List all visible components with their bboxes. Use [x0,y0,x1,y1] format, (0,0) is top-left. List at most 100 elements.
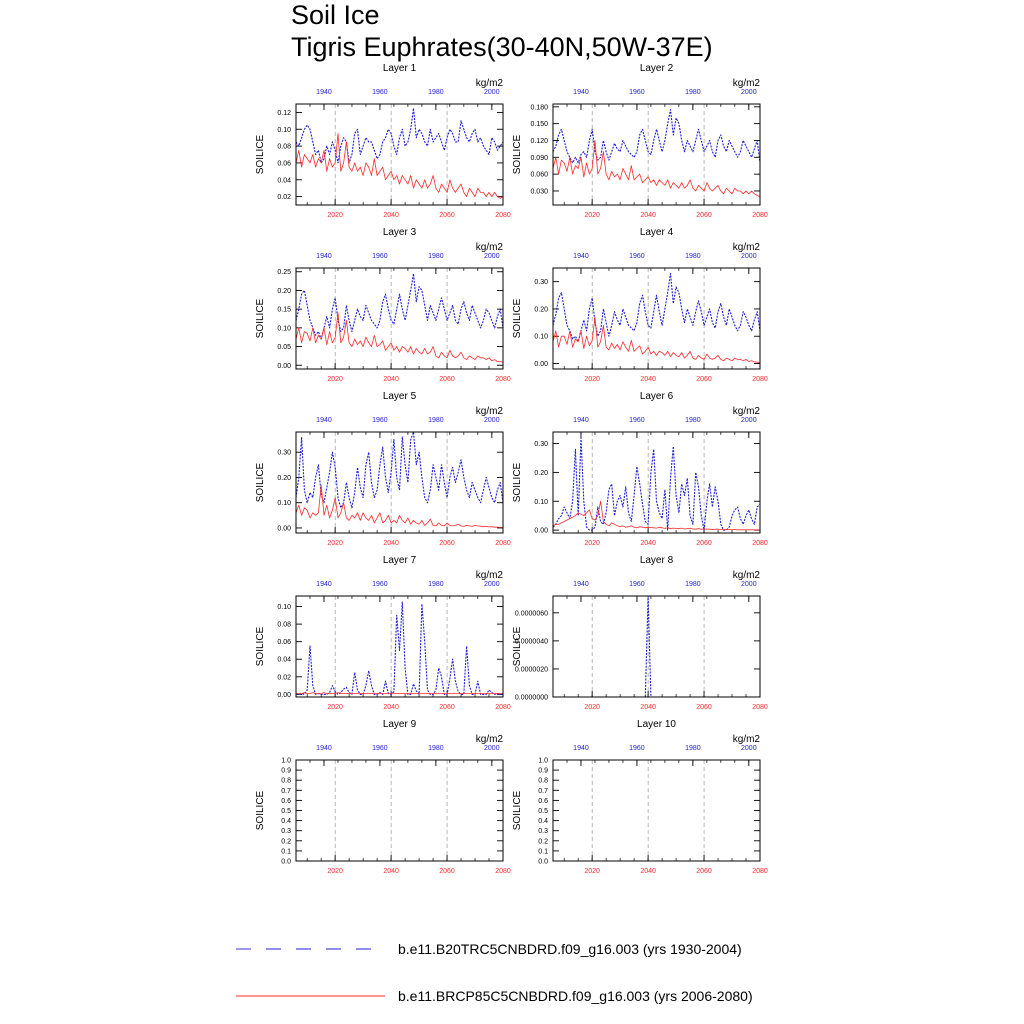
x-tick-label: 2040 [640,212,656,219]
y-axis-label: SOILICE [512,134,523,174]
panel-layer-2: Layer 2 kg/m2 SOILICE 2020 2040 2060 2080 1940 1… [512,63,768,219]
y-tick-label: 0.4 [281,818,291,825]
x-tick-label: 2040 [383,868,399,875]
top-tick-label: 1960 [372,253,388,260]
x-tick-label: 2080 [495,212,511,219]
y-tick-label: 0.7 [281,788,291,795]
y-tick-label: 0.00 [277,363,291,370]
y-tick-label: 0.04 [277,657,291,664]
panel-title: Layer 2 [640,63,674,74]
x-tick-label: 2080 [495,868,511,875]
y-tick-label: 0.10 [534,499,548,506]
y-tick-label: 0.10 [534,334,548,341]
y-tick-label: 0.06 [277,160,291,167]
series-line-historical [552,109,761,164]
units-label: kg/m2 [476,406,504,417]
top-tick-label: 1980 [685,417,701,424]
x-tick-label: 2080 [752,868,768,875]
chart-subtitle: Tigris Euphrates(30-40N,50W-37E) [291,32,713,62]
top-tick-label: 1960 [629,253,645,260]
y-tick-label: 0.1 [538,848,548,855]
plot-frame [295,595,504,698]
top-tick-label: 1940 [316,253,332,260]
series-line-historical [295,107,504,164]
y-tick-label: 0.2 [281,838,291,845]
top-tick-label: 2000 [741,253,757,260]
units-label: kg/m2 [476,78,504,89]
y-tick-label: 0.090 [530,155,548,162]
top-tick-label: 1940 [573,89,589,96]
panel-title: Layer 6 [640,391,674,402]
x-tick-label: 2080 [752,376,768,383]
y-tick-label: 0.6 [538,798,548,805]
x-tick-label: 2060 [439,212,455,219]
y-tick-label: 0.10 [277,127,291,134]
top-tick-label: 1960 [629,89,645,96]
y-tick-label: 0.25 [277,269,291,276]
x-tick-label: 2020 [327,704,343,711]
series-line-future [552,140,761,197]
chart-title: Soil Ice [291,0,380,30]
y-tick-label: 0.180 [530,104,548,111]
x-tick-label: 2060 [696,212,712,219]
y-tick-label: 0.06 [277,639,291,646]
y-tick-label: 0.20 [277,288,291,295]
top-tick-label: 2000 [741,745,757,752]
y-tick-label: 0.0000020 [515,666,548,673]
panel-layer-1: Layer 1 kg/m2 SOILICE 2020 2040 2060 2080 1940 1… [255,63,511,219]
y-tick-label: 0.5 [538,808,548,815]
y-tick-label: 0.10 [277,604,291,611]
plot-frame [552,595,761,698]
y-tick-label: 0.8 [281,778,291,785]
series-line-future [552,316,761,363]
x-tick-label: 2080 [752,212,768,219]
y-tick-label: 0.00 [534,361,548,368]
x-tick-label: 2060 [696,540,712,547]
x-tick-label: 2060 [439,704,455,711]
x-tick-label: 2020 [327,868,343,875]
plot-frame [552,103,761,206]
x-tick-label: 2080 [495,540,511,547]
top-tick-label: 1960 [372,89,388,96]
plot-frame [295,267,504,370]
plot-frame [295,103,504,206]
x-tick-label: 2060 [439,540,455,547]
x-tick-label: 2020 [584,704,600,711]
y-axis-label: SOILICE [255,790,266,830]
x-tick-label: 2040 [640,868,656,875]
top-tick-label: 2000 [484,581,500,588]
legend-label: b.e11.BRCP85C5CNBDRD.f09_g16.003 (yrs 20… [398,988,753,1004]
y-tick-label: 0.7 [538,788,548,795]
panel-title: Layer 10 [637,719,676,730]
panel-layer-10: Layer 10 kg/m2 SOILICE 2020 2040 2060 2080 1940… [512,719,768,875]
x-tick-label: 2040 [640,704,656,711]
y-tick-label: 1.0 [281,758,291,765]
top-tick-label: 1940 [573,581,589,588]
plot-frame [295,759,504,862]
x-tick-label: 2040 [383,704,399,711]
legend: b.e11.B20TRC5CNBDRD.f09_g16.003 (yrs 193… [236,941,753,1004]
y-axis-label: SOILICE [255,134,266,174]
x-tick-label: 2040 [383,540,399,547]
top-tick-label: 1960 [372,745,388,752]
plot-frame [552,267,761,370]
x-tick-label: 2020 [584,212,600,219]
series-line-future [295,484,503,528]
y-tick-label: 0.0000000 [515,695,548,702]
panel-layer-5: Layer 5 kg/m2 SOILICE 2020 2040 2060 2080 1940 1… [255,391,511,547]
y-axis-label: SOILICE [512,626,523,666]
y-tick-label: 0.30 [534,441,548,448]
legend-label: b.e11.B20TRC5CNBDRD.f09_g16.003 (yrs 193… [398,941,742,957]
y-tick-label: 0.8 [538,778,548,785]
y-axis-label: SOILICE [512,790,523,830]
x-tick-label: 2020 [327,212,343,219]
top-tick-label: 1960 [372,581,388,588]
y-axis-label: SOILICE [512,462,523,502]
top-tick-label: 1940 [316,745,332,752]
top-tick-label: 2000 [741,581,757,588]
top-tick-label: 2000 [484,89,500,96]
y-axis-label: SOILICE [512,298,523,338]
top-tick-label: 1940 [316,89,332,96]
